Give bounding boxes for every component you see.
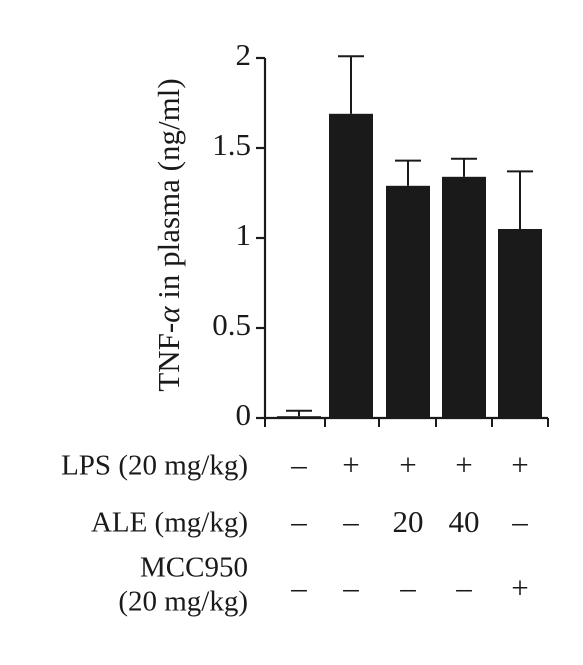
row-2-cell-2: – xyxy=(399,570,416,605)
y-tick-label-0: 0 xyxy=(236,397,252,432)
row-label-2: MCC950 xyxy=(140,552,248,584)
row-0-cell-2: + xyxy=(399,447,416,482)
row-1-cell-4: – xyxy=(511,504,528,539)
y-tick-label-1: 0.5 xyxy=(212,307,251,342)
row-label-1: ALE (mg/kg) xyxy=(91,507,248,539)
row-1-cell-1: – xyxy=(342,504,359,539)
row-label-0: LPS (20 mg/kg) xyxy=(61,450,248,482)
row-1-cell-0: – xyxy=(290,504,307,539)
bar-3 xyxy=(442,176,486,418)
row-0-cell-1: + xyxy=(342,447,359,482)
row-2-cell-1: – xyxy=(342,570,359,605)
y-axis-label: TNF-α in plasma (ng/ml) xyxy=(151,78,186,391)
row-0-cell-0: – xyxy=(290,447,307,482)
bar-0 xyxy=(277,416,321,418)
row-1-cell-3: 40 xyxy=(449,504,480,539)
y-tick-label-4: 2 xyxy=(236,37,252,72)
bar-2 xyxy=(386,185,430,418)
row-2-cell-0: – xyxy=(290,570,307,605)
row-2-cell-3: – xyxy=(455,570,472,605)
row-label-2-line2: (20 mg/kg) xyxy=(118,586,248,618)
bar-4 xyxy=(498,229,542,418)
y-tick-label-3: 1.5 xyxy=(212,127,251,162)
y-tick-label-2: 1 xyxy=(236,217,252,252)
bar-1 xyxy=(329,113,373,419)
row-0-cell-4: + xyxy=(511,447,528,482)
row-1-cell-2: 20 xyxy=(393,504,424,539)
row-0-cell-3: + xyxy=(455,447,472,482)
row-2-cell-4: + xyxy=(511,570,528,605)
